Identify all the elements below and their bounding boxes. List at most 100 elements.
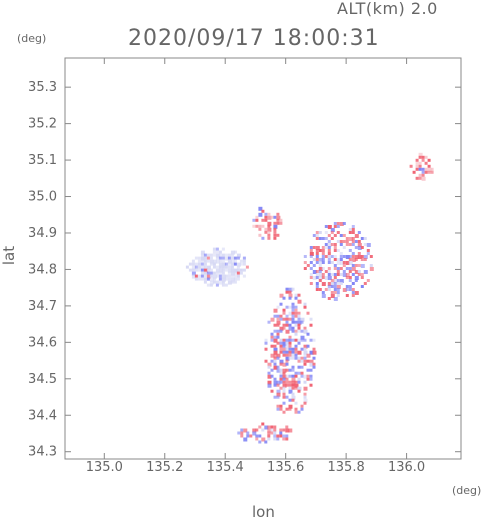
echo-cell — [297, 317, 301, 321]
echo-cell — [276, 434, 280, 438]
echo-cell — [303, 255, 307, 258]
echo-cell — [418, 152, 423, 157]
echo-cell — [185, 265, 189, 269]
echo-cell — [209, 256, 213, 260]
echo-cell — [321, 246, 325, 249]
echo-cell — [309, 252, 314, 256]
echo-cell — [218, 280, 223, 285]
echo-cell — [215, 253, 220, 258]
echo-cell — [360, 273, 364, 276]
echo-cell — [188, 262, 192, 266]
echo-cell — [363, 282, 367, 285]
echo-cell — [203, 268, 208, 273]
echo-cell — [288, 383, 292, 387]
echo-cell — [209, 280, 214, 285]
echo-cell — [342, 261, 346, 264]
echo-cell — [209, 253, 213, 257]
echo-cell — [209, 277, 214, 282]
echo-cell — [285, 356, 290, 361]
echo-cell — [240, 428, 244, 432]
echo-cell — [206, 259, 210, 263]
echo-cell — [336, 270, 340, 273]
echo-cell — [273, 224, 278, 229]
echo-cell — [294, 314, 298, 318]
echo-cell — [315, 258, 319, 261]
echo-cell — [230, 274, 234, 278]
echo-cell — [212, 253, 216, 257]
echo-cell — [279, 386, 283, 390]
echo-cell — [267, 215, 272, 220]
y-tick-label: 34.3 — [28, 445, 57, 460]
echo-cell — [200, 259, 204, 263]
echo-cell — [294, 353, 298, 357]
echo-cell — [267, 425, 271, 429]
echo-cell — [351, 294, 355, 297]
echo-cell — [218, 277, 222, 281]
y-tick-label: 34.7 — [28, 299, 57, 314]
echo-cell — [203, 277, 207, 281]
echo-cell — [285, 350, 289, 354]
echo-cell — [279, 293, 284, 298]
echo-cell — [282, 395, 286, 399]
echo-cell — [309, 362, 314, 367]
echo-cell — [200, 277, 204, 281]
echo-cell — [273, 377, 277, 381]
y-tick-label: 34.5 — [28, 372, 57, 387]
echo-cell — [221, 256, 225, 260]
echo-cell — [227, 259, 232, 264]
echo-cell — [258, 227, 262, 231]
echo-cell — [273, 431, 277, 435]
echo-cell — [224, 256, 229, 261]
echo-cell — [345, 276, 349, 279]
echo-cell — [203, 280, 207, 284]
echo-cell — [309, 338, 313, 342]
echo-cell — [312, 270, 317, 274]
echo-cell — [321, 294, 326, 298]
echo-cell — [218, 250, 222, 254]
echo-cell — [333, 264, 337, 267]
echo-cell — [279, 218, 283, 222]
echo-cell — [282, 437, 286, 441]
echo-cell — [321, 267, 325, 270]
echo-cell — [357, 270, 361, 273]
echo-cell — [200, 271, 204, 275]
echo-cell — [276, 233, 280, 237]
echo-cell — [288, 296, 292, 300]
echo-cell — [279, 317, 283, 321]
echo-cell — [300, 347, 304, 351]
x-axis-title: lon — [252, 503, 275, 521]
echo-cell — [273, 227, 277, 231]
echo-cell — [206, 256, 210, 260]
echo-cell — [279, 350, 283, 354]
echo-cell — [321, 276, 325, 279]
echo-cell — [336, 285, 341, 289]
echo-cell — [333, 249, 337, 252]
echo-cell — [273, 353, 278, 358]
echo-cell — [303, 344, 308, 349]
echo-cell — [333, 225, 337, 228]
echo-cell — [306, 332, 310, 336]
echo-cell — [285, 314, 289, 318]
echo-cell — [294, 374, 298, 378]
echo-cell — [339, 282, 343, 285]
echo-cell — [318, 264, 322, 267]
echo-cell — [245, 265, 249, 269]
echo-cell — [418, 176, 422, 180]
echo-cell — [327, 255, 331, 258]
echo-cell — [212, 262, 216, 266]
echo-cell — [294, 293, 299, 298]
echo-cell — [206, 283, 210, 287]
echo-cell — [276, 389, 281, 394]
echo-cell — [321, 273, 325, 276]
echo-cell — [221, 253, 225, 257]
echo-cell — [363, 270, 368, 274]
echo-cell — [264, 440, 268, 444]
echo-cell — [351, 282, 355, 285]
echo-cell — [227, 274, 231, 278]
echo-cell — [288, 323, 292, 327]
echo-cell — [330, 273, 334, 276]
echo-cell — [236, 277, 240, 281]
echo-cell — [430, 170, 434, 174]
x-axis-unit: (deg) — [452, 484, 482, 497]
echo-cell — [270, 338, 274, 342]
